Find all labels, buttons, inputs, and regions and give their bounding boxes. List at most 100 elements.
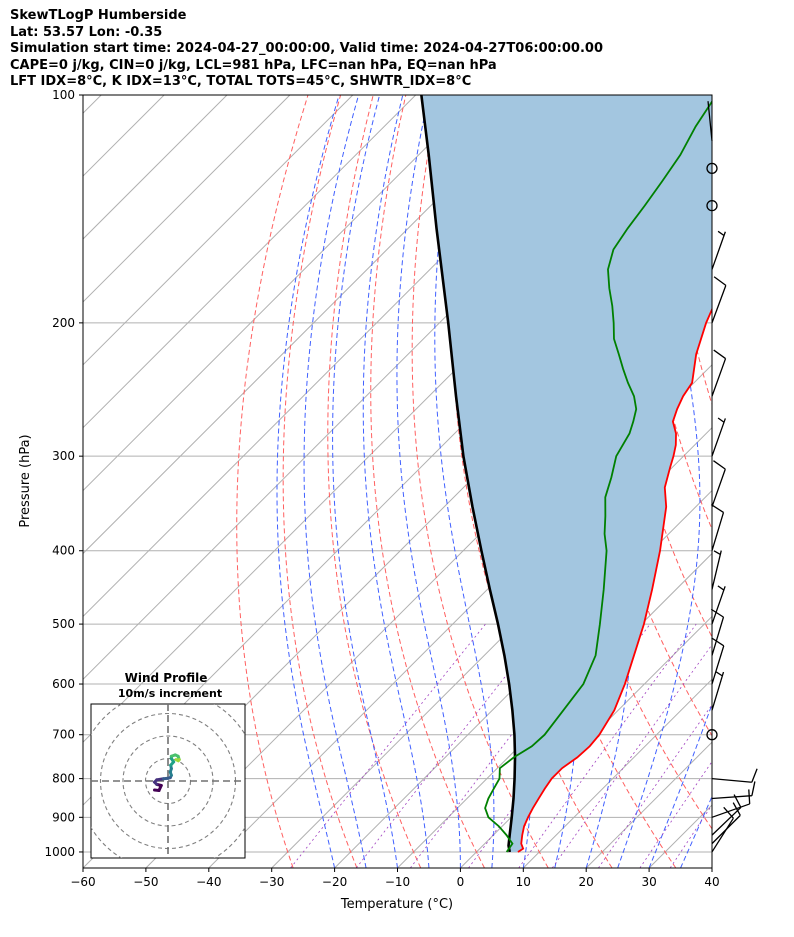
hodograph-title: Wind Profile [125, 671, 208, 685]
isotherm-gridline [83, 95, 291, 303]
calm-wind-circle [706, 729, 718, 741]
barb-staff [711, 358, 727, 397]
moist-adiabat [362, 95, 430, 868]
mixing-ratio-line [669, 804, 712, 868]
barb-staff [707, 101, 713, 142]
moist-adiabat [276, 95, 340, 868]
wind-barb [707, 101, 713, 142]
mixing-ratio-line [551, 644, 712, 868]
barb-half-flag [713, 550, 721, 556]
chart-header: SkewTLogP Humberside Lat: 53.57 Lon: -0.… [10, 8, 603, 91]
dry-adiabat [732, 95, 794, 868]
parcel-shading [421, 95, 712, 852]
barb-half-flag [717, 230, 725, 237]
isotherm-gridline [83, 95, 354, 366]
barb-staff [711, 795, 752, 800]
moist-adiabat [648, 702, 712, 868]
wind-barb [711, 417, 726, 457]
barb-staff [711, 512, 725, 551]
barb-staff [711, 803, 750, 818]
moist-adiabat [396, 95, 461, 868]
barb-staff [711, 616, 725, 656]
barb-staff [711, 777, 752, 783]
hodograph-segment [174, 758, 180, 763]
wind-barb [710, 608, 725, 656]
dry-adiabat [764, 95, 794, 868]
y-tick-label: 700 [52, 728, 75, 742]
barb-staff [711, 550, 722, 590]
wind-barb [711, 276, 727, 324]
wind-barb [711, 230, 726, 270]
wind-barb [711, 671, 725, 711]
y-tick-label: 900 [52, 810, 75, 824]
dry-adiabat [370, 95, 485, 868]
barb-flag [751, 781, 756, 796]
x-tick-label: −30 [259, 875, 284, 889]
barb-staff [711, 586, 726, 625]
mixing-ratio-line [290, 623, 486, 868]
mixing-ratio-line [639, 760, 712, 868]
wind-barb [711, 349, 727, 397]
indices-line-1: CAPE=0 j/kg, CIN=0 j/kg, LCL=981 hPa, LF… [10, 57, 497, 73]
moist-adiabat [434, 95, 495, 868]
dry-adiabat [282, 95, 358, 868]
y-tick-label: 600 [52, 677, 75, 691]
barb-staff [711, 806, 742, 836]
x-axis-label: Temperature (°C) [340, 897, 453, 912]
isotherm-gridline [83, 95, 417, 429]
moist-adiabat [303, 95, 367, 868]
barb-half-flag [715, 671, 723, 677]
barb-half-flag [717, 417, 725, 423]
calm-wind-circle [706, 199, 718, 212]
barb-flag [751, 768, 758, 783]
barb-staff [711, 671, 725, 711]
x-tick-label: −50 [133, 875, 158, 889]
wind-barb [711, 637, 725, 685]
location-line: Lat: 53.57 Lon: -0.35 [10, 24, 163, 40]
wind-barb [711, 781, 756, 800]
barb-staff [711, 645, 725, 685]
barb-half-flag [717, 585, 725, 591]
y-tick-label: 100 [52, 88, 75, 102]
isotherm-gridline [83, 95, 228, 240]
isotherm-gridline [83, 95, 479, 492]
barb-flag [713, 349, 726, 360]
y-tick-label: 800 [52, 772, 75, 786]
moist-adiabat [680, 795, 712, 868]
barb-staff [711, 285, 727, 324]
wind-barb [711, 460, 726, 508]
barb-flag [710, 608, 724, 618]
mixing-ratio-line [518, 623, 697, 868]
barb-flag [748, 789, 751, 804]
barb-flag [710, 504, 724, 513]
dewpoint-profile-line [484, 99, 712, 853]
barb-staff [711, 418, 726, 457]
isotherm-gridline [334, 489, 712, 868]
mixing-ratio-line [356, 623, 547, 868]
wind-barb [706, 162, 718, 175]
mixing-ratio-line [598, 704, 712, 868]
y-tick-label: 200 [52, 316, 75, 330]
isotherm-gridline [711, 867, 712, 868]
moist-adiabat [332, 95, 398, 868]
dry-adiabat [327, 95, 422, 868]
time-line: Simulation start time: 2024-04-27_00:00:… [10, 41, 603, 56]
temperature-profile-line [517, 307, 712, 853]
x-tick-label: 40 [704, 875, 719, 889]
barb-staff [711, 468, 726, 508]
y-axis-label: Pressure (hPa) [18, 434, 33, 527]
calm-wind-circle [706, 162, 718, 175]
barb-staff [711, 814, 741, 845]
barb-staff [711, 817, 734, 853]
x-tick-label: −60 [70, 875, 95, 889]
x-tick-label: 30 [641, 875, 656, 889]
isotherm-gridline [83, 95, 102, 114]
moist-adiabat [617, 95, 701, 868]
barb-flag [713, 276, 727, 286]
dry-adiabat [236, 95, 309, 868]
wind-barb [711, 768, 758, 783]
parcel-profile-line [420, 95, 517, 853]
x-tick-label: −40 [196, 875, 221, 889]
isotherm-gridline [83, 95, 542, 555]
